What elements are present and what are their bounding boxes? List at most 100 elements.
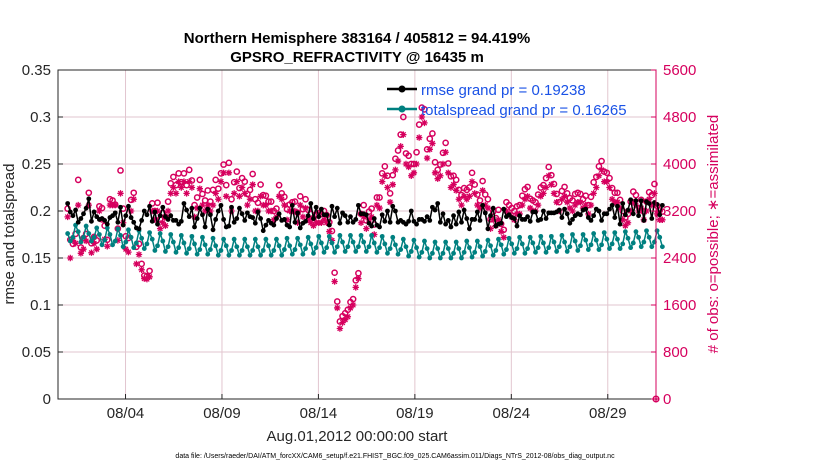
totalspread-point <box>493 248 499 253</box>
totalspread-point <box>578 243 583 249</box>
obs-assimilated-point <box>553 198 560 206</box>
totalspread-point <box>104 225 110 231</box>
y-right-tick-label: 5600 <box>663 62 696 79</box>
rmse-point <box>578 212 583 218</box>
rmse-point <box>422 218 427 224</box>
totalspread-point <box>279 252 285 258</box>
totalspread-point <box>311 250 316 256</box>
legend-label-totalspread: totalspread grand pr = 0.16265 <box>421 102 627 119</box>
totalspread-point <box>329 240 335 246</box>
obs-assimilated-point <box>439 160 447 168</box>
obs-assimilated-point <box>495 216 502 224</box>
rmse-point <box>67 209 73 215</box>
obs-assimilated-point <box>172 190 180 197</box>
obs-assimilated-point <box>415 134 423 141</box>
totalspread-point <box>168 232 174 237</box>
rmse-point <box>583 206 589 212</box>
obs-assimilated-point <box>463 196 470 203</box>
rmse-point <box>276 211 282 217</box>
obs-assimilated-point <box>394 157 402 165</box>
rmse-point <box>178 218 184 224</box>
totalspread-point <box>625 235 631 241</box>
obs-assimilated-point <box>244 201 251 209</box>
totalspread-point <box>474 238 480 244</box>
obs-assimilated-point <box>635 207 642 215</box>
rmse-point <box>355 202 361 208</box>
obs-assimilated-point <box>355 275 362 282</box>
totalspread-point <box>393 242 398 248</box>
obs-assimilated-point <box>225 169 233 177</box>
obs-possible-point <box>164 198 172 205</box>
rmse-point <box>274 216 279 221</box>
rmse-point <box>556 207 562 213</box>
obs-possible-point <box>196 176 204 184</box>
rmse-point <box>234 216 240 221</box>
obs-assimilated-point <box>540 190 547 197</box>
rmse-point <box>570 217 575 222</box>
totalspread-point <box>133 240 139 246</box>
totalspread-point <box>303 246 308 252</box>
rmse-point <box>78 216 84 221</box>
totalspread-point <box>496 236 501 242</box>
obs-assimilated-point <box>278 196 285 203</box>
obs-assimilated-point <box>69 237 77 244</box>
totalspread-point <box>258 252 263 258</box>
totalspread-point <box>469 254 475 260</box>
rmse-point <box>485 226 491 232</box>
rmse-point <box>659 202 665 208</box>
obs-assimilated-point <box>360 213 367 221</box>
totalspread-point <box>112 238 118 244</box>
totalspread-point <box>86 231 92 236</box>
obs-possible-point <box>117 167 124 174</box>
totalspread-point <box>408 249 414 254</box>
obs-assimilated-point <box>548 181 555 188</box>
totalspread-point <box>461 249 467 255</box>
obs-assimilated-point <box>632 201 640 209</box>
obs-assimilated-point <box>310 222 317 229</box>
rmse-point <box>218 202 224 208</box>
obs-assimilated-point <box>582 201 589 209</box>
rmse-point <box>467 226 472 232</box>
totalspread-point <box>546 245 552 251</box>
obs-assimilated-point <box>381 172 389 179</box>
legend-label-rmse: rmse grand pr = 0.19238 <box>421 82 586 99</box>
obs-possible-point <box>495 206 502 214</box>
obs-assimilated-point <box>389 181 396 188</box>
obs-assimilated-point <box>220 169 227 177</box>
rmse-point <box>316 214 322 220</box>
totalspread-point <box>300 251 306 257</box>
rmse-point <box>501 206 507 212</box>
rmse-point <box>229 204 234 210</box>
obs-assimilated-point <box>445 169 452 177</box>
totalspread-point <box>358 233 364 238</box>
obs-assimilated-point <box>608 196 616 203</box>
totalspread-point <box>200 234 205 240</box>
totalspread-point <box>361 239 367 245</box>
obs-possible-point <box>333 298 341 305</box>
legend-marker-totalspread <box>398 105 406 113</box>
rmse-point <box>451 213 456 219</box>
totalspread-point <box>247 252 253 258</box>
obs-assimilated-point <box>437 172 444 179</box>
totalspread-point <box>271 248 277 253</box>
obs-assimilated-point <box>630 198 637 206</box>
obs-assimilated-point <box>207 207 214 215</box>
obs-assimilated-point <box>236 193 243 200</box>
rmse-point <box>390 203 396 209</box>
x-tick-label: 08/14 <box>300 405 338 422</box>
totalspread-point <box>173 249 179 255</box>
rmse-point <box>498 220 504 226</box>
totalspread-point <box>588 242 594 248</box>
obs-assimilated-point <box>524 193 531 200</box>
obs-assimilated-point <box>614 198 621 206</box>
obs-assimilated-point <box>392 166 399 174</box>
obs-assimilated-point <box>577 198 584 206</box>
totalspread-point <box>472 249 478 255</box>
totalspread-point <box>268 252 274 258</box>
obs-possible-point <box>225 159 233 167</box>
obs-assimilated-point <box>418 113 426 121</box>
rmse-point <box>120 222 126 228</box>
rmse-point <box>617 221 623 227</box>
rmse-point <box>371 216 377 221</box>
rmse-point <box>633 198 639 204</box>
